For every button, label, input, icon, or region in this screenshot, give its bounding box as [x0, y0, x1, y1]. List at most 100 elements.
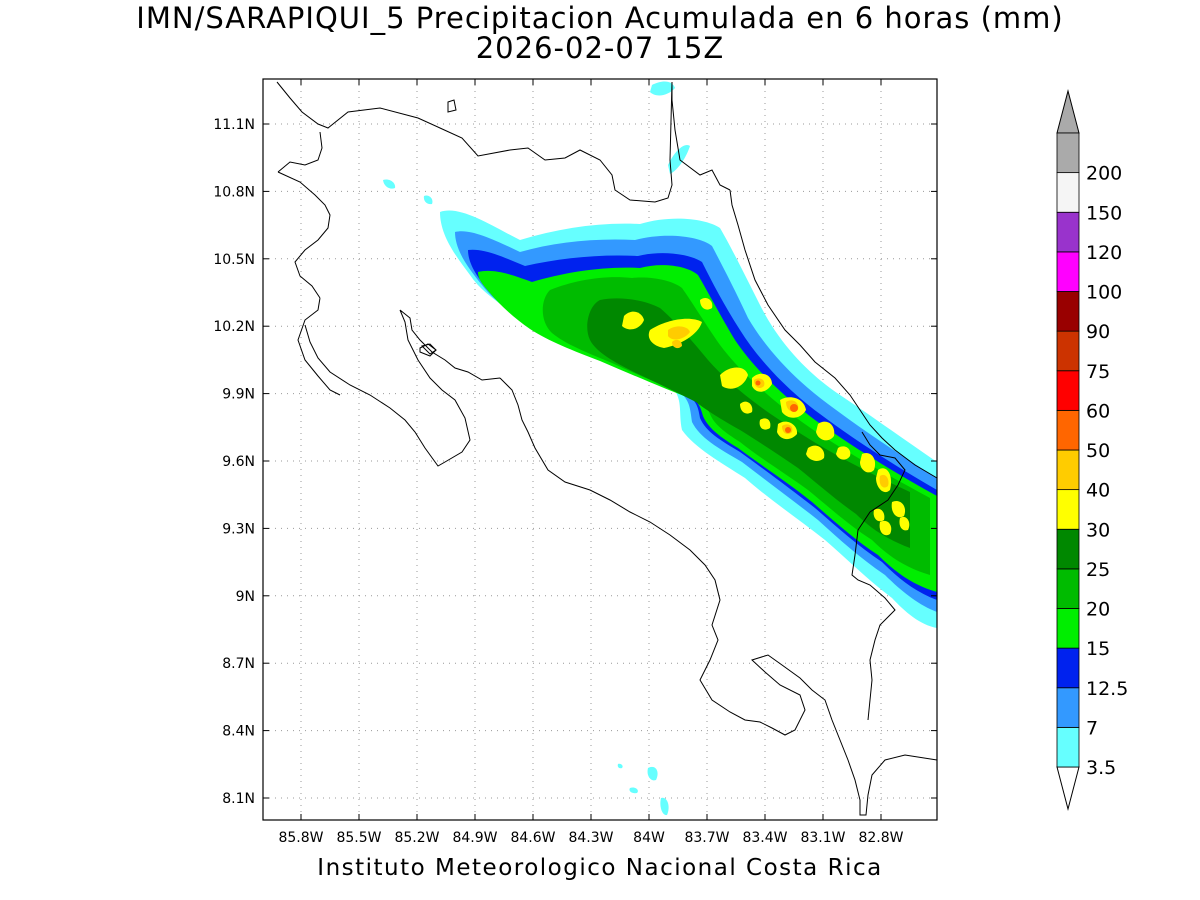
costa-rica-panama-border	[851, 431, 906, 721]
colorbar-swatch	[1056, 291, 1080, 332]
lon-tick-label: 83.4W	[742, 830, 787, 846]
precip-level-3-5	[650, 81, 675, 96]
precip-level-30	[879, 520, 892, 536]
colorbar-swatch	[1056, 528, 1080, 570]
footer-credit: Instituto Meteorologico Nacional Costa R…	[317, 855, 883, 881]
precip-level-50	[755, 380, 761, 386]
nicaragua-costa-rica-border	[277, 82, 731, 396]
colorbar-swatch	[1056, 608, 1080, 649]
lon-tick-label: 85.2W	[394, 830, 439, 846]
colorbar-level-label: 20	[1086, 599, 1110, 621]
precip-level-30	[899, 516, 910, 531]
precip-level-3-5	[647, 766, 658, 781]
chart-subtitle-datetime: 2026-02-07 15Z	[475, 31, 725, 65]
nicaragua-lake-shore	[276, 81, 673, 203]
precip-level-3-5	[617, 763, 623, 769]
precip-level-30	[700, 297, 713, 310]
precip-level-3-5	[660, 797, 669, 816]
colorbar-swatch	[1056, 726, 1080, 768]
lat-tick-label: 8.4N	[222, 724, 255, 740]
colorbar-swatch	[1056, 172, 1080, 213]
lat-tick-label: 9.9N	[222, 387, 255, 403]
colorbar-level-label: 7	[1086, 717, 1098, 739]
precip-level-30	[806, 445, 825, 461]
colorbar-level-label: 90	[1086, 321, 1110, 343]
precip-level-25	[587, 298, 910, 548]
lat-tick-label: 10.2N	[213, 319, 255, 335]
map-frame	[262, 78, 938, 821]
map-axes: 11.1N 10.8N 10.5N 10.2N 9.9N 9.6N 9.3N 9N 8.7N 8.…	[213, 79, 937, 846]
colorbar-level-label: 60	[1086, 400, 1110, 422]
colorbar-swatch	[1056, 132, 1080, 174]
lon-tick-label: 84.6W	[510, 830, 555, 846]
colorbar-level-label: 25	[1086, 559, 1110, 581]
colorbar-swatch	[1056, 330, 1080, 372]
lon-tick-label: 84.3W	[568, 830, 613, 846]
colorbar-swatch	[1056, 449, 1080, 491]
precip-level-50	[790, 404, 798, 412]
precip-level-50	[785, 427, 791, 433]
precip-level-3-5	[668, 144, 690, 174]
precip-level-3-5	[383, 179, 396, 189]
lon-tick-label: 83.7W	[684, 830, 729, 846]
colorbar-level-label: 200	[1086, 163, 1122, 185]
precipitation-field	[383, 81, 937, 816]
lat-tick-label: 10.5N	[213, 252, 255, 268]
coastlines-borders	[276, 81, 938, 816]
colorbar-level-label: 12.5	[1086, 678, 1128, 700]
lon-tick-label: 82.8W	[858, 830, 903, 846]
colorbar-swatch	[1056, 409, 1080, 451]
precip-level-30	[891, 500, 906, 518]
chart-title: IMN/SARAPIQUI_5 Precipitacion Acumulada …	[136, 1, 1064, 35]
colorbar-swatch	[1056, 568, 1080, 609]
precip-level-30	[759, 418, 771, 430]
island-small	[447, 99, 457, 113]
lat-tick-label: 9.6N	[222, 454, 255, 470]
colorbar-level-label: 50	[1086, 440, 1110, 462]
precip-level-30	[873, 508, 885, 522]
colorbar-level-label: 150	[1086, 202, 1122, 224]
colorbar-swatch	[1056, 489, 1080, 530]
colorbar-level-label: 3.5	[1086, 757, 1116, 779]
colorbar-level-label: 120	[1086, 242, 1122, 264]
lat-tick-label: 8.1N	[222, 791, 255, 807]
colorbar-swatch	[1056, 687, 1080, 728]
precip-level-40	[879, 474, 889, 488]
colorbar-swatch	[1056, 370, 1080, 411]
lake-island	[421, 343, 437, 355]
precip-level-30	[720, 367, 748, 389]
precip-level-30	[740, 401, 753, 414]
precip-level-30	[816, 421, 835, 441]
precip-level-3-5	[423, 195, 433, 205]
pacific-coast-nicoya	[304, 309, 938, 816]
precip-level-40	[672, 339, 682, 349]
colorbar-level-label: 15	[1086, 638, 1110, 660]
colorbar-extend-max	[1056, 89, 1080, 134]
precip-level-40	[668, 326, 690, 340]
precip-level-30	[860, 452, 876, 473]
lat-tick-label: 9.3N	[222, 521, 255, 537]
lat-tick-label: 9N	[236, 589, 255, 605]
colorbar-swatch	[1056, 647, 1080, 689]
colorbar-swatch	[1056, 251, 1080, 292]
lat-tick-label: 11.1N	[213, 117, 255, 133]
lon-tick-label: 84.9W	[452, 830, 497, 846]
colorbar-legend: 3.5 7 12.5 15 20 25 30 40 50 60 75 90 100 120 150 200	[1056, 89, 1128, 811]
lon-tick-label: 85.5W	[336, 830, 381, 846]
colorbar-level-label: 75	[1086, 361, 1110, 383]
colorbar-level-label: 30	[1086, 519, 1110, 541]
precip-level-30	[622, 311, 644, 330]
lon-tick-label: 85.8W	[278, 830, 323, 846]
lat-tick-label: 8.7N	[222, 656, 255, 672]
lon-tick-label: 83.1W	[800, 830, 845, 846]
precip-level-3-5	[629, 787, 638, 794]
precip-level-30	[836, 446, 851, 460]
lat-tick-label: 10.8N	[213, 184, 255, 200]
lon-tick-label: 84W	[633, 830, 665, 846]
colorbar-level-label: 40	[1086, 480, 1110, 502]
caribbean-coast	[729, 189, 938, 479]
colorbar-extend-min	[1056, 766, 1080, 811]
colorbar-swatch	[1056, 211, 1080, 253]
colorbar-level-label: 100	[1086, 282, 1122, 304]
